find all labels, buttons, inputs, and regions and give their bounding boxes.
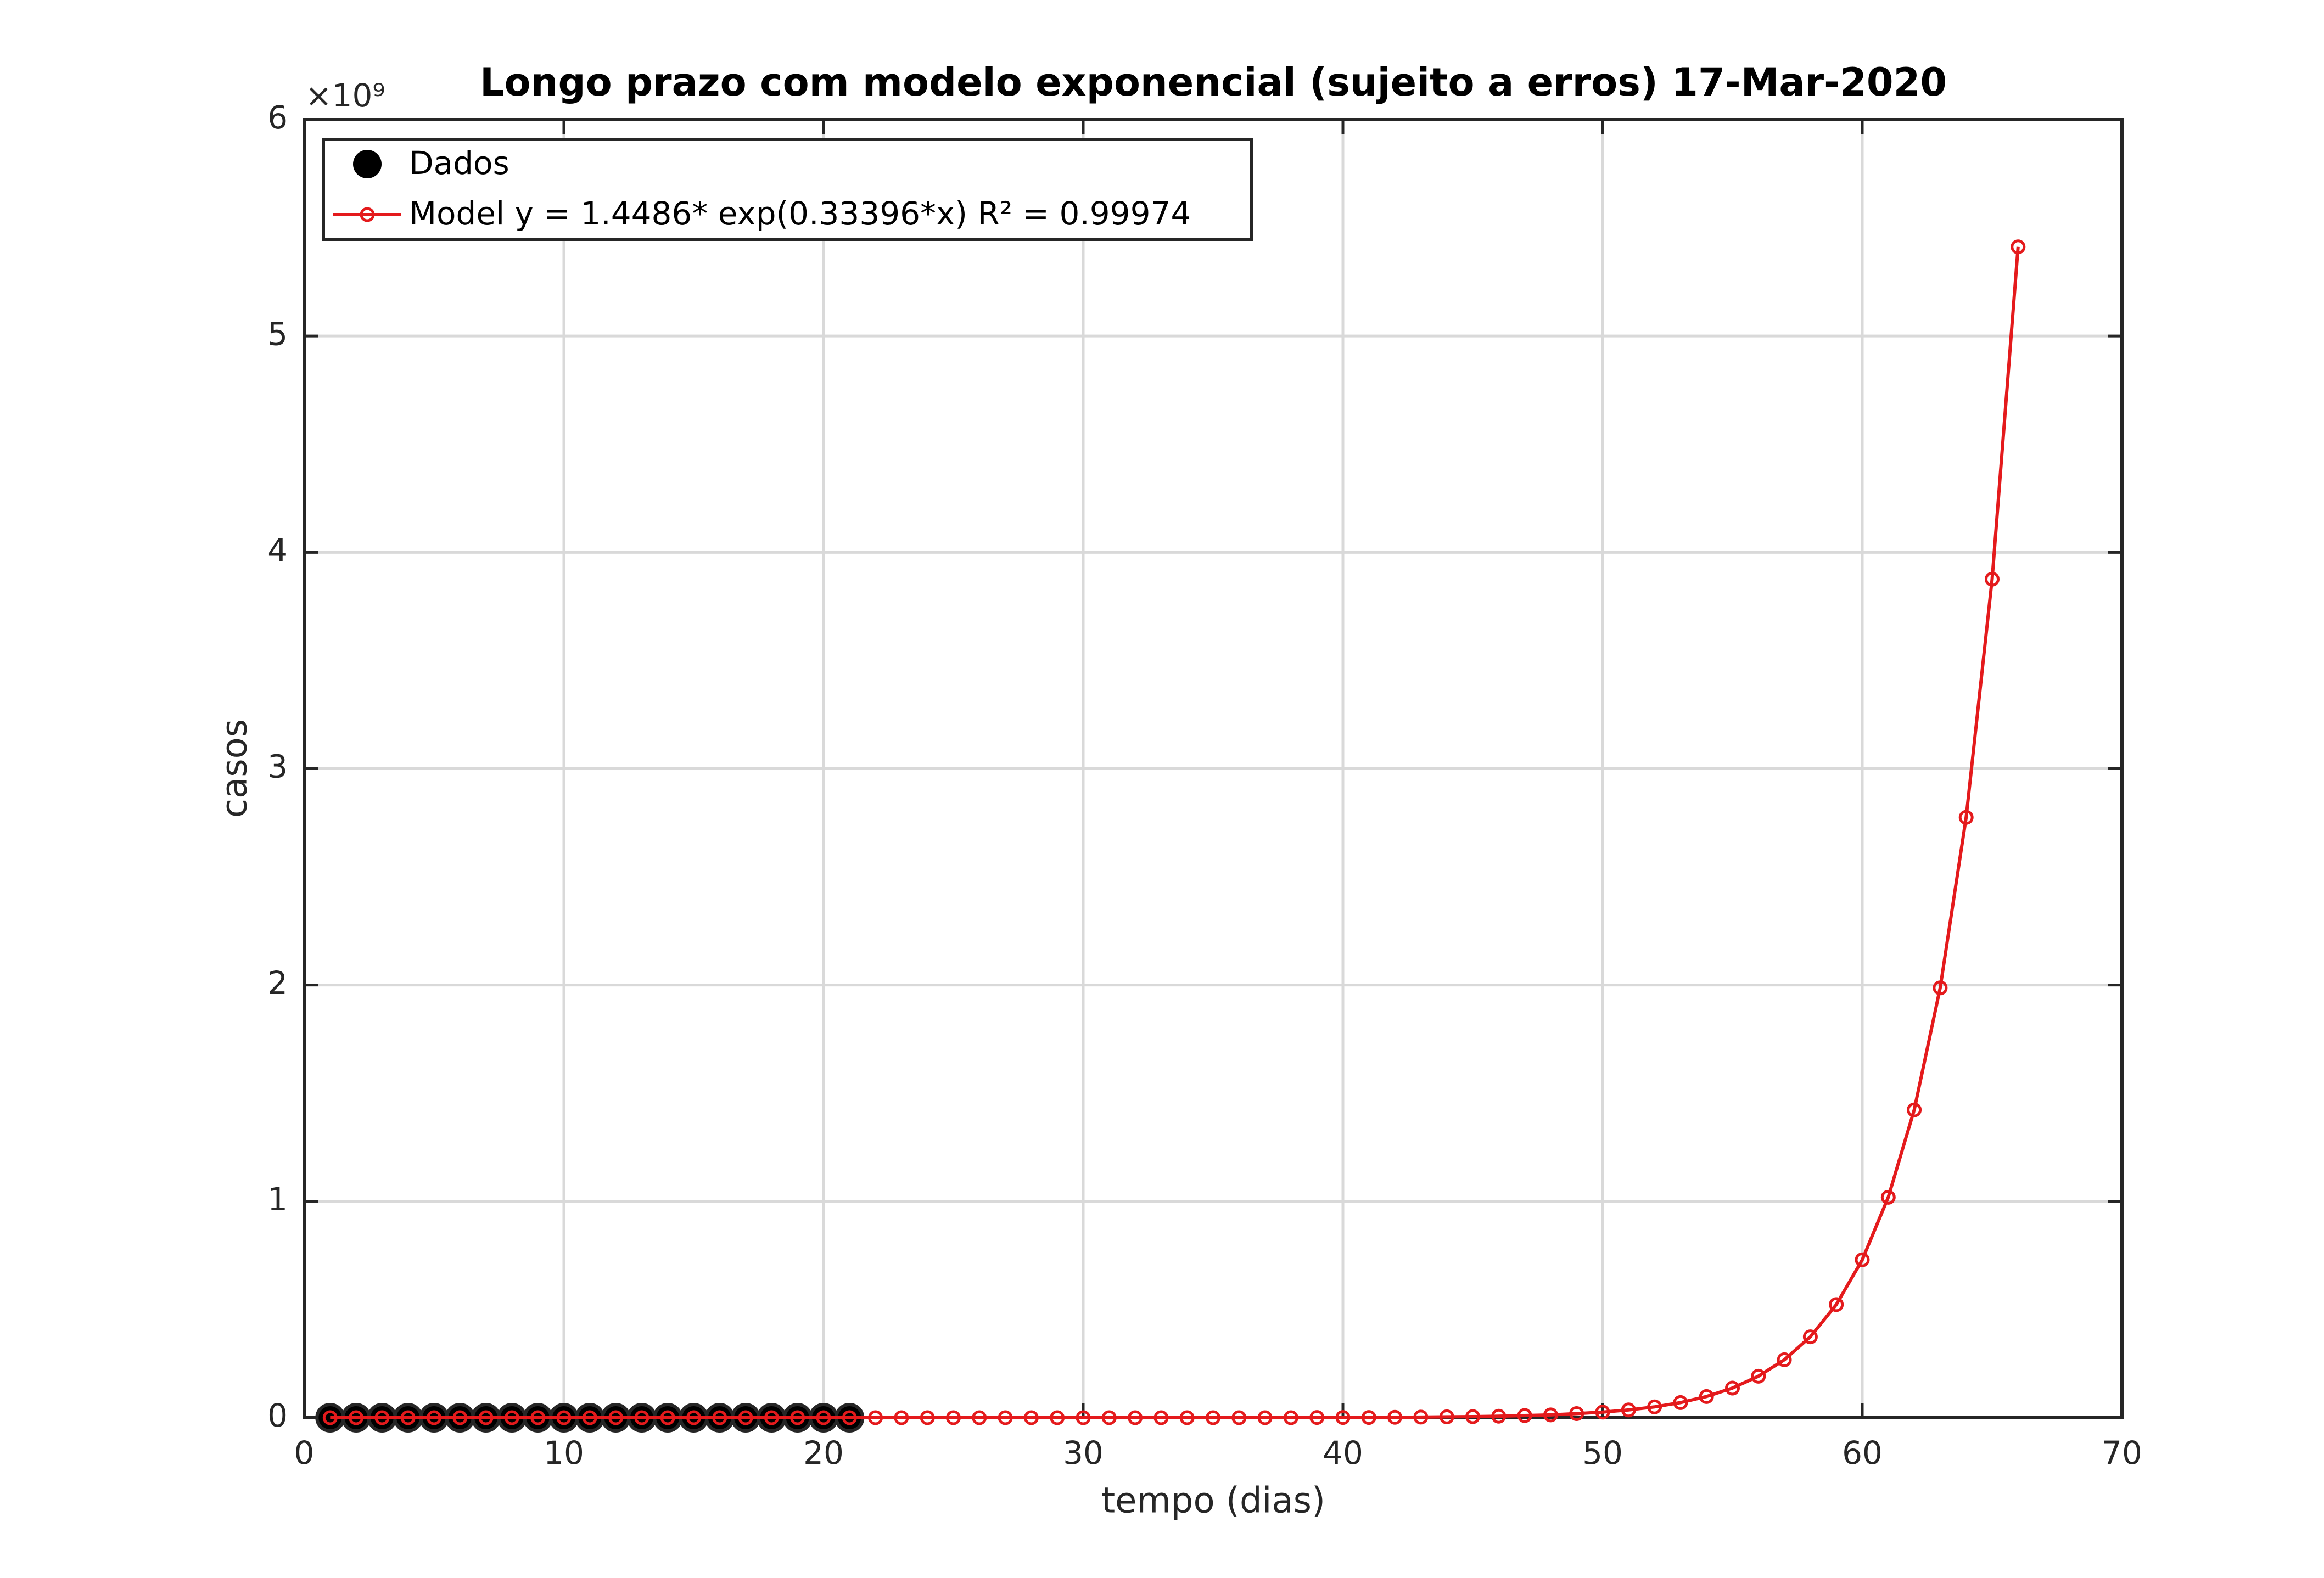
model-marker bbox=[712, 1410, 727, 1425]
model-marker bbox=[842, 1410, 857, 1425]
model-marker bbox=[322, 1410, 338, 1425]
model-marker bbox=[2011, 239, 2026, 255]
model-marker bbox=[1231, 1410, 1247, 1425]
y-tick-label: 1 bbox=[267, 1181, 288, 1218]
model-marker bbox=[556, 1410, 572, 1425]
x-tick-label: 20 bbox=[803, 1434, 844, 1472]
model-marker bbox=[1101, 1410, 1117, 1425]
y-exponent-label: ×10⁹ bbox=[305, 77, 385, 114]
model-marker bbox=[790, 1410, 805, 1425]
model-marker bbox=[1985, 571, 2000, 587]
model-marker bbox=[1725, 1380, 1740, 1396]
model-marker bbox=[1153, 1410, 1169, 1425]
x-tick-label: 40 bbox=[1323, 1434, 1363, 1472]
model-marker bbox=[400, 1410, 416, 1425]
model-marker bbox=[1673, 1395, 1688, 1410]
model-marker bbox=[1465, 1409, 1480, 1424]
model-marker bbox=[1309, 1410, 1325, 1425]
model-marker bbox=[686, 1410, 701, 1425]
model-marker bbox=[1777, 1352, 1792, 1367]
model-marker bbox=[1880, 1189, 1896, 1205]
x-axis-label: tempo (dias) bbox=[1101, 1481, 1325, 1521]
y-tick-label: 5 bbox=[267, 315, 288, 352]
x-tick-label: 60 bbox=[1842, 1434, 1883, 1472]
model-marker bbox=[1387, 1409, 1403, 1425]
model-marker bbox=[582, 1410, 597, 1425]
legend-marker bbox=[360, 207, 375, 222]
model-marker bbox=[1361, 1410, 1376, 1425]
legend-label: Model y = 1.4486* exp(0.33396*x) R² = 0.… bbox=[409, 195, 1191, 232]
model-marker bbox=[946, 1410, 961, 1425]
model-marker bbox=[349, 1410, 364, 1425]
model-marker bbox=[972, 1410, 987, 1425]
model-marker bbox=[427, 1410, 441, 1425]
model-marker bbox=[1257, 1410, 1273, 1425]
model-marker bbox=[1751, 1368, 1766, 1384]
y-axis-label: casos bbox=[215, 719, 255, 818]
model-marker bbox=[816, 1410, 831, 1425]
model-marker bbox=[1621, 1402, 1636, 1418]
model-marker bbox=[1179, 1410, 1195, 1425]
legend-box bbox=[322, 138, 1253, 241]
model-marker bbox=[1855, 1252, 1870, 1267]
model-marker bbox=[1958, 810, 1974, 825]
y-tick-label: 4 bbox=[267, 531, 288, 569]
y-tick-label: 6 bbox=[267, 99, 288, 136]
x-tick-label: 10 bbox=[544, 1434, 584, 1472]
model-marker bbox=[764, 1410, 779, 1425]
model-marker bbox=[504, 1410, 519, 1425]
x-tick-label: 70 bbox=[2102, 1434, 2142, 1472]
model-marker bbox=[738, 1410, 753, 1425]
model-marker bbox=[1128, 1410, 1143, 1425]
chart-title: Longo prazo com modelo exponencial (suje… bbox=[480, 60, 1947, 105]
model-marker bbox=[478, 1410, 494, 1425]
model-marker bbox=[660, 1410, 675, 1425]
model-marker bbox=[1023, 1410, 1039, 1425]
model-marker bbox=[452, 1410, 468, 1425]
model-marker bbox=[868, 1410, 883, 1425]
x-tick-label: 0 bbox=[294, 1434, 315, 1472]
model-marker bbox=[1802, 1329, 1818, 1345]
model-marker bbox=[1907, 1102, 1922, 1117]
model-marker bbox=[1050, 1410, 1065, 1425]
model-marker bbox=[1283, 1410, 1298, 1425]
model-marker bbox=[1569, 1406, 1584, 1422]
x-tick-label: 30 bbox=[1063, 1434, 1104, 1472]
model-marker bbox=[1699, 1389, 1714, 1404]
legend-label: Dados bbox=[409, 144, 509, 182]
model-marker bbox=[634, 1410, 649, 1425]
model-marker bbox=[1206, 1410, 1220, 1425]
model-marker bbox=[1517, 1408, 1532, 1423]
model-marker bbox=[894, 1410, 909, 1425]
model-marker bbox=[1439, 1409, 1454, 1424]
y-tick-label: 0 bbox=[267, 1397, 288, 1434]
model-marker bbox=[374, 1410, 390, 1425]
model-marker bbox=[920, 1410, 935, 1425]
model-marker bbox=[608, 1410, 624, 1425]
model-marker bbox=[1595, 1405, 1610, 1420]
model-marker bbox=[1543, 1407, 1558, 1423]
model-marker bbox=[1076, 1410, 1091, 1425]
legend-marker bbox=[353, 150, 382, 178]
model-marker bbox=[1335, 1410, 1351, 1425]
model-marker bbox=[1933, 980, 1948, 996]
model-marker bbox=[530, 1410, 546, 1425]
model-marker bbox=[1413, 1409, 1429, 1425]
x-tick-label: 50 bbox=[1582, 1434, 1623, 1472]
y-tick-label: 3 bbox=[267, 748, 288, 785]
model-marker bbox=[1829, 1297, 1844, 1312]
model-marker bbox=[1491, 1408, 1507, 1424]
model-marker bbox=[1647, 1399, 1662, 1414]
model-marker bbox=[998, 1410, 1013, 1425]
y-tick-label: 2 bbox=[267, 964, 288, 1002]
